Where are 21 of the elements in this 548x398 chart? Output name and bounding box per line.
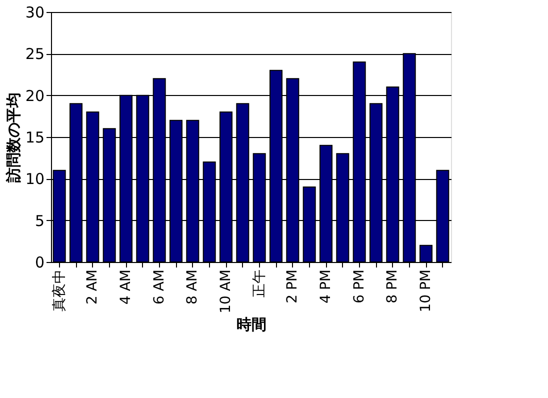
- x-tick-label: 6 PM: [351, 270, 368, 304]
- x-tick-label: 10 AM: [218, 270, 234, 314]
- y-tick-label: 10: [25, 170, 44, 188]
- x-tick-label: 4 AM: [118, 270, 134, 305]
- x-tick-label: 4 PM: [318, 270, 334, 304]
- x-tick-label: 6 AM: [151, 270, 168, 305]
- y-tick-label: 25: [25, 45, 44, 64]
- x-tick-label: 2 AM: [84, 270, 101, 305]
- x-tick-label: 正午: [251, 270, 268, 298]
- y-tick-label: 20: [25, 86, 44, 105]
- y-tick-label: 5: [34, 212, 44, 230]
- y-axis-title: 訪問数の平均: [4, 92, 22, 184]
- x-tick-label: 10 PM: [418, 270, 434, 312]
- y-tick-label: 15: [25, 128, 44, 146]
- x-tick-label: 8 PM: [384, 270, 401, 304]
- x-tick-label: 真夜中: [51, 270, 68, 312]
- x-axis-title: 時間: [236, 315, 266, 334]
- y-tick-label: 30: [25, 4, 44, 22]
- y-tick-label: 0: [34, 254, 44, 272]
- x-tick-label: 8 AM: [184, 270, 201, 305]
- x-tick-label: 2 PM: [284, 270, 301, 304]
